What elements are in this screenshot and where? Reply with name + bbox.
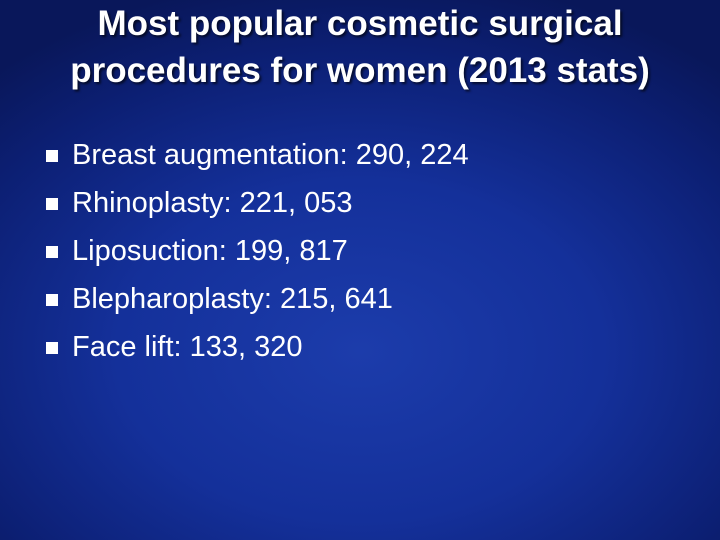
bullet-item: Face lift: 133, 320: [46, 323, 469, 371]
bullet-marker: [46, 150, 58, 162]
bullet-marker: [46, 198, 58, 210]
bullet-item: Breast augmentation: 290, 224: [46, 131, 469, 179]
bullet-text: Breast augmentation: 290, 224: [72, 139, 469, 171]
bullet-marker: [46, 342, 58, 354]
bullet-text: Liposuction: 199, 817: [72, 235, 348, 267]
bullet-text: Rhinoplasty: 221, 053: [72, 187, 353, 219]
bullet-marker: [46, 246, 58, 258]
bullet-marker: [46, 294, 58, 306]
bullet-list: Breast augmentation: 290, 224 Rhinoplasty…: [46, 131, 469, 371]
bullet-item: Blepharoplasty: 215, 641: [46, 275, 469, 323]
slide-title: Most popular cosmetic surgical procedure…: [70, 4, 650, 90]
bullet-text: Face lift: 133, 320: [72, 331, 303, 363]
bullet-item: Liposuction: 199, 817: [46, 227, 469, 275]
bullet-item: Rhinoplasty: 221, 053: [46, 179, 469, 227]
bullet-text: Blepharoplasty: 215, 641: [72, 283, 393, 315]
